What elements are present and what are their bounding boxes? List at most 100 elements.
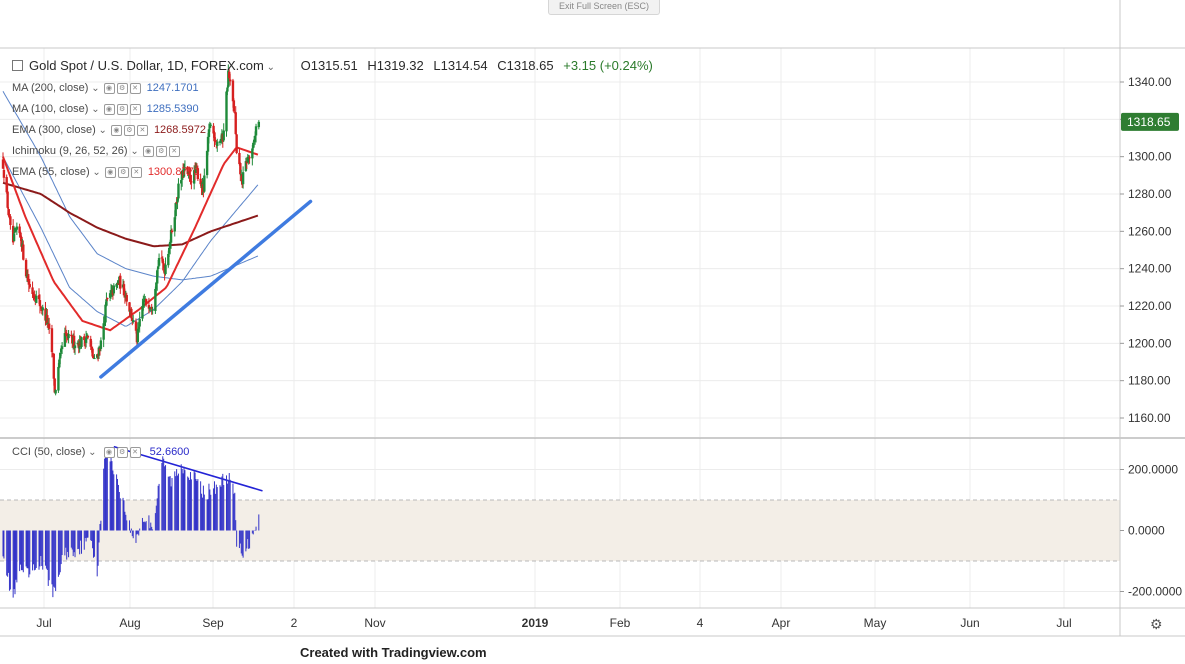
candle-body [254, 126, 258, 136]
exit-fullscreen-button[interactable]: Exit Full Screen (ESC) [548, 0, 660, 15]
indicator-label[interactable]: EMA (55, close) [12, 166, 90, 178]
gear-icon[interactable]: ⚙ [116, 82, 128, 94]
candle-body [125, 295, 128, 302]
close-icon[interactable]: ✕ [129, 82, 141, 94]
gear-icon[interactable]: ⚙ [123, 124, 135, 136]
candle-body [131, 317, 134, 322]
eye-icon[interactable]: ◉ [103, 103, 115, 115]
candle-body [154, 288, 157, 311]
candle-body [37, 295, 41, 300]
close-icon[interactable]: ✕ [136, 124, 148, 136]
candle-body [180, 180, 183, 184]
candle-body [225, 91, 228, 132]
chevron-down-icon[interactable]: ⌄ [263, 62, 275, 73]
candle-body [188, 171, 191, 176]
candle-body [213, 132, 216, 142]
eye-icon[interactable]: ◉ [142, 145, 154, 157]
candle-body [38, 300, 42, 307]
candle-body [105, 299, 108, 306]
gear-icon[interactable]: ⚙ [155, 145, 167, 157]
candle-body [222, 130, 225, 141]
candle-body [143, 300, 146, 303]
close-value: C1318.65 [497, 58, 554, 73]
time-tick-label: Aug [119, 616, 140, 630]
candle-body [52, 353, 55, 379]
collapse-icon[interactable] [12, 60, 23, 72]
candle-body [73, 345, 77, 349]
gear-icon[interactable]: ⚙ [116, 446, 128, 458]
eye-icon[interactable]: ◉ [110, 124, 122, 136]
candle-body [190, 181, 193, 183]
indicator-label[interactable]: EMA (300, close) [12, 124, 96, 136]
candle-body [115, 283, 118, 287]
indicator-label[interactable]: MA (100, close) [12, 103, 89, 115]
price-tick-label: 1200.00 [1128, 336, 1172, 350]
support-trendline [99, 199, 313, 379]
symbol-title[interactable]: Gold Spot / U.S. Dollar, 1D, FOREX.com [29, 58, 264, 73]
price-tick-label: 1180.00 [1128, 374, 1171, 388]
ma-line [2, 181, 259, 248]
settings-gear-icon[interactable]: ⚙ [1150, 616, 1163, 632]
time-tick-label: Sep [202, 616, 224, 630]
candle-body [235, 134, 238, 154]
candle-body [98, 348, 102, 351]
candle-body [9, 216, 12, 226]
time-tick-label: Jul [1056, 616, 1071, 630]
candle-body [231, 80, 235, 102]
candle-body [147, 305, 151, 309]
candle-body [24, 259, 28, 277]
indicator-legend: EMA (55, close) ⌄ ◉ ⚙ ✕ 1300.8771 [12, 166, 200, 178]
candle-body [132, 320, 135, 322]
candle-body [169, 229, 173, 243]
time-tick-label: 4 [697, 616, 704, 630]
candle-body [31, 287, 34, 294]
candle-body [170, 230, 174, 233]
candle-body [97, 347, 101, 356]
indicator-legend: MA (100, close) ⌄ ◉ ⚙ ✕ 1285.5390 [12, 103, 199, 115]
candle-body [130, 308, 133, 319]
candle-body [209, 124, 212, 126]
candle-body [112, 285, 116, 294]
time-tick-label: Apr [772, 616, 791, 630]
candle-body [155, 282, 158, 290]
candle-body [54, 390, 57, 394]
candle-body [91, 348, 94, 357]
cci-label[interactable]: CCI (50, close) [12, 446, 86, 458]
last-price-label: 1318.65 [1127, 115, 1171, 129]
time-tick-label: Feb [610, 616, 631, 630]
candle-body [208, 124, 212, 129]
candle-body [60, 346, 64, 350]
close-icon[interactable]: ✕ [130, 166, 142, 178]
indicator-label[interactable]: MA (200, close) [12, 82, 89, 94]
ma-line [2, 91, 259, 281]
eye-icon[interactable]: ◉ [103, 446, 115, 458]
candle-body [156, 270, 159, 284]
candle-body [26, 275, 30, 282]
candle-body [189, 174, 192, 182]
candle-body [28, 284, 31, 288]
eye-icon[interactable]: ◉ [103, 82, 115, 94]
candle-body [104, 304, 107, 323]
candle-body [174, 203, 177, 217]
indicator-legend: EMA (300, close) ⌄ ◉ ⚙ ✕ 1268.5972 [12, 124, 206, 136]
gear-icon[interactable]: ⚙ [117, 166, 129, 178]
cci-legend: CCI (50, close) ⌄ ◉ ⚙ ✕ 52.6600 [12, 446, 190, 458]
high-value: H1319.32 [367, 58, 424, 73]
gear-icon[interactable]: ⚙ [116, 103, 128, 115]
price-tick-label: 1260.00 [1128, 224, 1172, 238]
close-icon[interactable]: ✕ [129, 103, 141, 115]
candle-body [244, 161, 248, 171]
eye-icon[interactable]: ◉ [104, 166, 116, 178]
close-icon[interactable]: ✕ [129, 446, 141, 458]
candle-body [72, 335, 76, 347]
candle-body [109, 290, 113, 293]
time-tick-label: 2 [291, 616, 298, 630]
candle-body [207, 129, 211, 137]
time-tick-label: Nov [364, 616, 385, 630]
close-icon[interactable]: ✕ [168, 145, 180, 157]
candle-body [59, 352, 62, 359]
indicator-label[interactable]: Ichimoku (9, 26, 52, 26) [12, 145, 128, 157]
candle-body [95, 354, 99, 358]
candle-body [80, 337, 83, 347]
